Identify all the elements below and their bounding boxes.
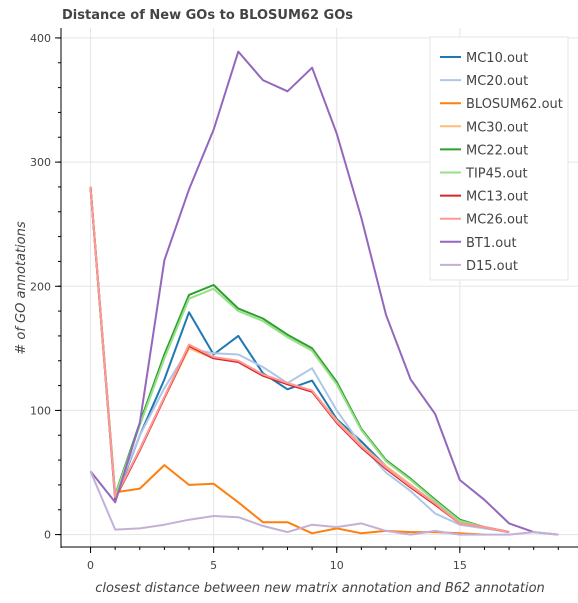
- legend-label: TIP45.out: [465, 167, 528, 182]
- legend-label: MC22.out: [466, 143, 528, 158]
- series-line-mc20-out: [89, 186, 510, 534]
- legend-box: [429, 36, 569, 281]
- legend-label: MC30.out: [466, 120, 528, 135]
- legend-label: MC10.out: [466, 51, 528, 66]
- legend-label: BLOSUM62.out: [466, 97, 563, 112]
- x-tick-label: 15: [453, 559, 467, 572]
- series-line-d15-out: [89, 470, 559, 536]
- chart-title: Distance of New GOs to BLOSUM62 GOs: [62, 8, 353, 23]
- legend-label: MC13.out: [466, 190, 528, 205]
- y-axis-label: # of GO annotations: [14, 221, 29, 354]
- x-tick-label: 10: [330, 559, 344, 572]
- legend-label: MC26.out: [466, 213, 528, 228]
- x-tick-label: 5: [210, 559, 217, 572]
- y-tick-label: 100: [30, 404, 51, 417]
- legend-label: MC20.out: [466, 74, 528, 89]
- y-tick-label: 0: [44, 529, 51, 542]
- y-tick-label: 400: [30, 32, 51, 45]
- legend-label: D15.out: [466, 259, 518, 274]
- series-line-tip45-out: [89, 186, 510, 534]
- series-line-mc26-out: [89, 186, 510, 534]
- x-tick-label: 0: [87, 559, 94, 572]
- y-tick-label: 300: [30, 156, 51, 169]
- y-tick-label: 200: [30, 280, 51, 293]
- legend-label: BT1.out: [466, 236, 517, 251]
- series-line-bt1-out: [89, 50, 559, 536]
- series-lines: [89, 50, 559, 536]
- axes: 0 5 10 15 0 100 200 300 400: [30, 28, 578, 572]
- x-axis-label: closest distance between new matrix anno…: [95, 581, 545, 596]
- legend: MC10.out MC20.out BLOSUM62.out MC30.out MC22…: [429, 36, 569, 281]
